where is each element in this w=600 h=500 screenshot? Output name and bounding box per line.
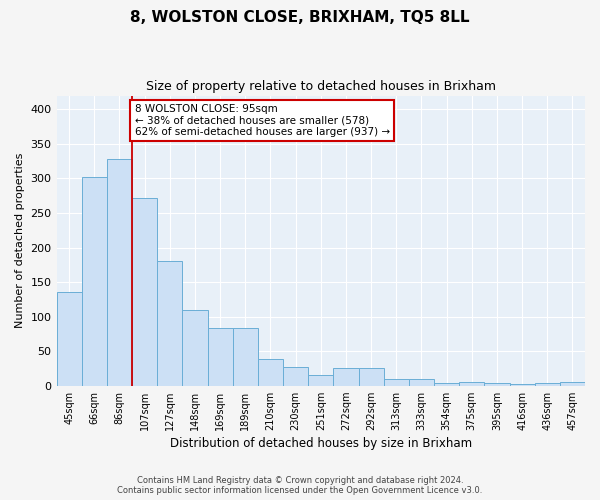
Bar xyxy=(233,328,258,386)
Bar xyxy=(258,360,283,386)
Bar xyxy=(560,382,585,386)
Bar xyxy=(107,159,132,386)
Bar xyxy=(308,374,334,386)
Bar xyxy=(56,292,82,386)
Bar xyxy=(434,383,459,386)
Bar xyxy=(334,368,359,386)
Bar xyxy=(132,198,157,386)
Bar xyxy=(509,384,535,386)
Text: 8, WOLSTON CLOSE, BRIXHAM, TQ5 8LL: 8, WOLSTON CLOSE, BRIXHAM, TQ5 8LL xyxy=(130,10,470,25)
Bar xyxy=(359,368,383,386)
Y-axis label: Number of detached properties: Number of detached properties xyxy=(15,153,25,328)
Bar xyxy=(283,367,308,386)
Title: Size of property relative to detached houses in Brixham: Size of property relative to detached ho… xyxy=(146,80,496,93)
Bar xyxy=(182,310,208,386)
Bar xyxy=(535,383,560,386)
X-axis label: Distribution of detached houses by size in Brixham: Distribution of detached houses by size … xyxy=(170,437,472,450)
Bar xyxy=(409,380,434,386)
Bar xyxy=(157,262,182,386)
Bar xyxy=(82,177,107,386)
Text: 8 WOLSTON CLOSE: 95sqm
← 38% of detached houses are smaller (578)
62% of semi-de: 8 WOLSTON CLOSE: 95sqm ← 38% of detached… xyxy=(134,104,389,137)
Bar xyxy=(208,328,233,386)
Bar xyxy=(459,382,484,386)
Bar xyxy=(484,383,509,386)
Bar xyxy=(383,380,409,386)
Text: Contains HM Land Registry data © Crown copyright and database right 2024.
Contai: Contains HM Land Registry data © Crown c… xyxy=(118,476,482,495)
